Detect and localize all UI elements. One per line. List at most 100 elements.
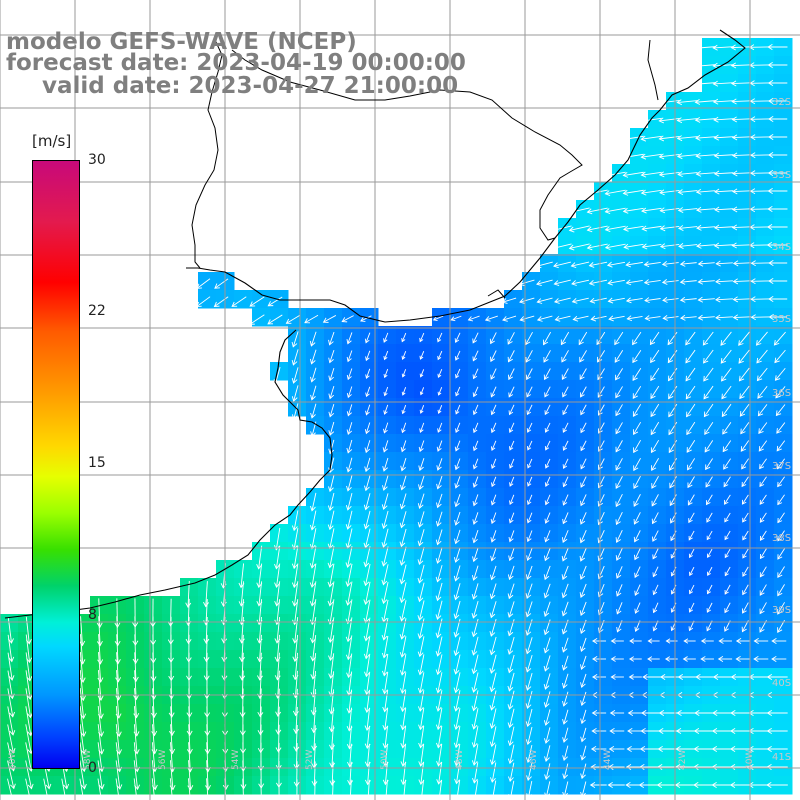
wind-arrow-head xyxy=(579,574,586,580)
wind-arrow xyxy=(742,530,749,541)
wind-arrow xyxy=(777,494,785,505)
wind-arrow xyxy=(544,583,551,598)
wind-arrow xyxy=(605,189,626,195)
wind-arrow-head xyxy=(471,649,478,656)
wind-arrow-head xyxy=(706,626,712,632)
wind-arrow-head xyxy=(562,518,568,525)
wind-arrow-head xyxy=(554,298,560,304)
wind-arrow-head xyxy=(419,337,424,343)
wind-arrow xyxy=(695,82,716,85)
wind-arrow-head xyxy=(507,339,513,345)
wind-arrow xyxy=(304,314,319,324)
wind-arrow xyxy=(7,742,15,771)
wind-arrow xyxy=(626,297,643,302)
wind-arrow-head xyxy=(608,746,615,752)
wind-arrow-head xyxy=(527,464,532,469)
wind-arrow xyxy=(580,458,587,469)
wind-arrow-head xyxy=(775,410,782,417)
wind-arrow-head xyxy=(526,446,532,451)
wind-arrow xyxy=(491,780,497,800)
wind-arrow-head xyxy=(759,517,765,523)
wind-arrow-head xyxy=(507,758,514,765)
wind-arrow xyxy=(437,475,443,489)
wind-arrow-head xyxy=(580,791,586,798)
wind-arrow-head xyxy=(249,301,256,307)
wind-arrow-head xyxy=(625,297,632,304)
wind-arrow xyxy=(400,511,407,528)
wind-arrow-head xyxy=(543,611,550,617)
lat-label: 33S xyxy=(772,170,791,181)
wind-arrow xyxy=(311,563,317,588)
wind-arrow xyxy=(653,602,659,613)
wind-arrow-head xyxy=(742,553,747,559)
wind-arrow xyxy=(330,653,335,679)
wind-arrow-head xyxy=(471,723,478,730)
wind-arrow xyxy=(659,190,680,194)
wind-arrow xyxy=(562,386,569,397)
wind-arrow-head xyxy=(670,554,675,559)
wind-arrow-head xyxy=(724,553,729,559)
wind-arrow-head xyxy=(257,675,263,681)
wind-arrow xyxy=(188,742,191,772)
wind-arrow-head xyxy=(685,375,691,382)
wind-arrow-head xyxy=(732,314,739,321)
wind-arrow-head xyxy=(717,656,724,662)
wind-arrow-head xyxy=(750,314,756,321)
wind-arrow-head xyxy=(592,674,598,680)
wind-arrow-head xyxy=(580,392,585,398)
wind-arrow-head xyxy=(738,340,744,346)
wind-arrow xyxy=(678,208,698,211)
wind-arrow-head xyxy=(519,316,526,322)
wind-arrow-head xyxy=(450,316,456,322)
wind-arrow xyxy=(509,548,515,561)
wind-arrow xyxy=(455,547,461,563)
wind-arrow xyxy=(455,494,461,507)
wind-arrow xyxy=(580,422,587,433)
wind-arrow-head xyxy=(632,357,638,364)
wind-arrow xyxy=(608,315,625,320)
wind-arrow xyxy=(527,690,533,709)
wind-arrow xyxy=(660,226,680,230)
wind-arrow xyxy=(723,458,731,470)
wind-arrow-head xyxy=(417,521,424,528)
wind-arrow-head xyxy=(526,392,532,398)
wind-arrow-head xyxy=(508,410,514,416)
wind-arrow xyxy=(365,475,371,491)
wind-arrow xyxy=(759,458,767,469)
wind-arrow xyxy=(641,117,662,122)
wind-arrow-head xyxy=(472,464,478,470)
wind-arrow xyxy=(170,706,173,736)
wind-arrow-head xyxy=(97,659,104,665)
wind-arrow xyxy=(733,298,752,300)
wind-arrow xyxy=(705,476,713,488)
wind-arrow-head xyxy=(346,374,352,381)
wind-arrow xyxy=(527,440,533,451)
wind-arrow xyxy=(311,528,317,549)
wind-arrow xyxy=(347,493,353,510)
wind-arrow xyxy=(545,494,551,505)
wind-arrow xyxy=(739,367,750,382)
wind-arrow-head xyxy=(399,634,406,640)
wind-arrow xyxy=(455,761,461,784)
wind-arrow xyxy=(563,763,569,779)
wind-arrow xyxy=(732,190,752,193)
wind-arrow xyxy=(382,528,389,548)
wind-arrow xyxy=(491,547,497,561)
wind-arrow xyxy=(206,760,209,790)
wind-arrow xyxy=(650,403,660,417)
wind-arrow xyxy=(418,529,425,546)
wind-arrow xyxy=(526,655,533,672)
wind-arrow-head xyxy=(151,730,158,737)
wind-arrow-head xyxy=(519,298,525,304)
wind-arrow xyxy=(724,548,731,558)
wind-arrow xyxy=(347,546,353,568)
wind-arrow xyxy=(366,671,371,695)
wind-arrow xyxy=(276,581,281,606)
wind-arrow xyxy=(170,742,174,772)
wind-arrow-head xyxy=(759,535,765,541)
wind-arrow-head xyxy=(643,279,650,286)
wind-arrow-head xyxy=(291,378,298,384)
wind-arrow xyxy=(468,315,480,321)
wind-arrow-head xyxy=(766,224,773,230)
wind-arrow-head xyxy=(694,62,700,69)
